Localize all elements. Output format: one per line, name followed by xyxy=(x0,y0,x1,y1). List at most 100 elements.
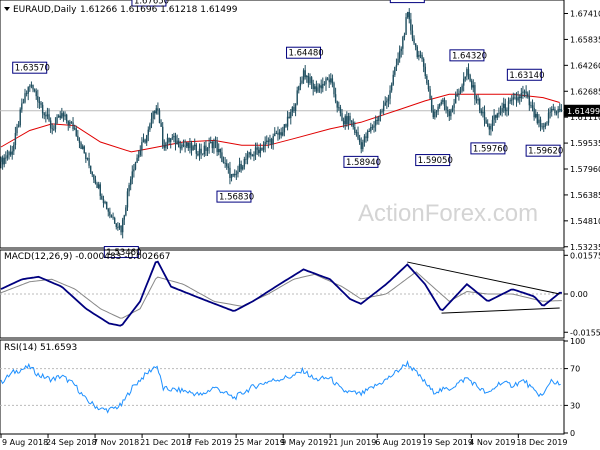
candle xyxy=(394,66,396,77)
candle-body xyxy=(184,145,186,147)
candle-body xyxy=(411,30,414,39)
candle-body xyxy=(211,142,214,149)
candle xyxy=(283,124,286,137)
candle xyxy=(368,128,370,133)
candle-body xyxy=(306,75,308,78)
candle-body xyxy=(283,124,286,133)
price-tick-label: 1.65835 xyxy=(570,35,600,44)
candle-body xyxy=(435,111,438,113)
macd-title: MACD(12,26,9) -0.000483 -0.002667 xyxy=(4,252,170,262)
candle xyxy=(559,103,561,113)
pivot-box xyxy=(343,155,379,168)
candle xyxy=(435,109,438,118)
candle xyxy=(173,132,175,143)
candle xyxy=(410,12,412,35)
candle xyxy=(379,109,382,122)
candle xyxy=(461,83,463,93)
candle-body xyxy=(230,174,233,178)
candle-body xyxy=(109,211,111,216)
candle-body xyxy=(83,146,85,154)
candle-body xyxy=(374,120,377,126)
candle-body xyxy=(29,86,31,88)
candle-body xyxy=(8,151,10,156)
candle xyxy=(200,143,202,159)
candle xyxy=(291,106,294,117)
candle-body xyxy=(560,108,563,112)
candle xyxy=(472,79,474,93)
candle xyxy=(515,92,518,107)
candle-body xyxy=(202,153,204,155)
candle xyxy=(358,134,361,145)
candle xyxy=(243,156,246,170)
candle-body xyxy=(78,140,81,143)
candle-body xyxy=(35,91,37,97)
candle xyxy=(519,94,521,105)
candle-body xyxy=(232,174,234,176)
candle-body xyxy=(121,219,124,233)
candle-body xyxy=(152,111,154,119)
candle-body xyxy=(178,140,180,148)
candle-body xyxy=(509,99,511,102)
candle xyxy=(280,127,282,139)
candle-body xyxy=(171,137,174,139)
candle-body xyxy=(170,138,172,142)
candle xyxy=(325,76,327,91)
candle-body xyxy=(200,148,202,154)
candle xyxy=(522,85,524,99)
candle xyxy=(69,119,71,129)
pivot-text: 1.59760 xyxy=(473,144,508,154)
candle xyxy=(112,212,114,220)
candle-body xyxy=(440,101,442,105)
candle xyxy=(56,114,58,125)
candle xyxy=(453,98,455,115)
candle xyxy=(546,121,548,126)
candle xyxy=(221,147,223,163)
candle-body xyxy=(426,76,428,84)
candle-body xyxy=(527,93,529,97)
candle-body xyxy=(451,107,454,111)
candle-body xyxy=(528,96,531,106)
candle xyxy=(195,142,198,160)
candle-body xyxy=(381,111,383,112)
candle xyxy=(227,163,230,174)
candle-body xyxy=(81,146,84,149)
candle-body xyxy=(219,149,222,153)
candle-body xyxy=(227,166,230,168)
candle xyxy=(43,111,45,120)
candle-body xyxy=(9,151,12,155)
candle xyxy=(530,101,532,109)
candle-body xyxy=(344,116,346,125)
candle-body xyxy=(141,142,143,151)
candle-body xyxy=(469,74,471,81)
candle xyxy=(363,134,366,147)
candle xyxy=(6,149,9,161)
candle xyxy=(262,141,265,153)
price-tick-label: 1.59535 xyxy=(570,139,600,148)
candle xyxy=(219,148,222,159)
pivot-labels: 1.63570 1.67650 1.53460 1.64480 1.56830 1.589… xyxy=(12,0,563,259)
macd-tick-label: -0.015568 xyxy=(570,328,600,337)
candle xyxy=(438,103,441,109)
candle xyxy=(482,106,484,118)
candle xyxy=(467,63,470,80)
candle xyxy=(322,77,324,93)
candle xyxy=(246,150,249,165)
candle-body xyxy=(551,109,553,112)
candle xyxy=(131,165,133,185)
x-tick-label: 6 Aug 2019 xyxy=(375,438,421,447)
candle xyxy=(57,114,60,118)
candle xyxy=(341,108,343,122)
candle-body xyxy=(506,109,508,112)
candle-body xyxy=(507,101,510,110)
candle xyxy=(382,100,385,116)
candle xyxy=(272,133,274,150)
candle xyxy=(142,133,145,143)
candle xyxy=(192,144,194,151)
candle-body xyxy=(118,225,121,228)
candle-body xyxy=(301,80,303,84)
candle xyxy=(194,138,196,150)
candle-body xyxy=(182,144,185,146)
candle xyxy=(53,125,55,131)
price-tick-label: 1.61110 xyxy=(570,113,600,122)
candle xyxy=(373,121,375,133)
